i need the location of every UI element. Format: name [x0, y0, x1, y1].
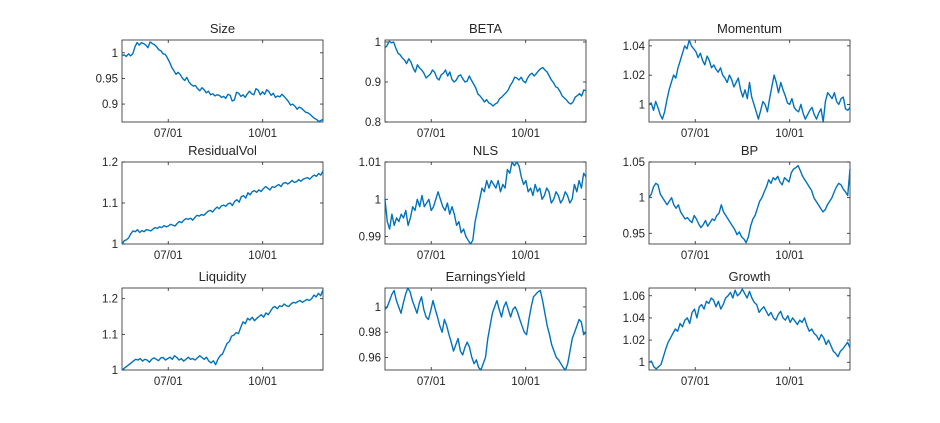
y-tick-label: 0.8 [365, 117, 381, 129]
axes-box [121, 161, 324, 245]
subplot-title: Liquidity [199, 269, 247, 284]
x-tick-label: 07/01 [154, 376, 183, 388]
x-tick-label: 07/01 [154, 128, 183, 140]
subplot-growth: Growth 1 1.02 1.04 1.06 07/01 10/01 [623, 269, 851, 388]
x-tick-label: 07/01 [417, 250, 446, 262]
x-tick-label: 10/01 [248, 376, 277, 388]
y-tick-label: 1 [639, 357, 645, 369]
subplot-size: Size 0.9 0.95 1 07/01 10/01 [96, 21, 324, 140]
series-line [121, 289, 324, 371]
y-tick-label: 1 [375, 302, 381, 314]
x-tick-label: 10/01 [511, 128, 540, 140]
subplot-title: BETA [469, 21, 502, 36]
subplot-title: ResidualVol [188, 143, 257, 158]
y-tick-label: 1.02 [623, 70, 645, 82]
series-line [384, 40, 587, 107]
x-tick-label: 10/01 [511, 250, 540, 262]
series-line [121, 41, 324, 123]
axes-box [384, 39, 587, 123]
x-tick-label: 10/01 [775, 128, 804, 140]
y-tick-label: 1 [375, 194, 381, 206]
y-tick-label: 1.2 [102, 294, 118, 306]
y-tick-label: 1.1 [102, 329, 118, 341]
subplot-residualvol: ResidualVol 1 1.1 1.2 07/01 10/01 [102, 143, 324, 262]
x-tick-label: 10/01 [775, 376, 804, 388]
y-tick-label: 1.04 [623, 313, 646, 325]
subplot-title: Growth [729, 269, 771, 284]
y-tick-label: 1 [639, 99, 645, 111]
y-tick-label: 1.1 [102, 198, 118, 210]
y-tick-label: 1 [112, 239, 118, 251]
x-tick-label: 10/01 [248, 250, 277, 262]
subplot-momentum: Momentum 1 1.02 1.04 07/01 10/01 [623, 21, 851, 140]
y-tick-label: 1 [639, 193, 645, 205]
y-tick-label: 1 [112, 48, 118, 60]
y-tick-label: 1.01 [359, 157, 381, 169]
subplot-nls: NLS 0.99 1 1.01 07/01 10/01 [359, 143, 587, 262]
x-tick-label: 07/01 [154, 250, 183, 262]
y-tick-label: 0.99 [359, 232, 381, 244]
y-tick-label: 1.2 [102, 157, 118, 169]
y-tick-label: 0.95 [96, 73, 118, 85]
y-tick-label: 0.95 [623, 228, 645, 240]
series-line [121, 170, 324, 245]
x-tick-label: 07/01 [417, 128, 446, 140]
series-line [384, 161, 587, 245]
subplot-title: BP [741, 143, 758, 158]
y-tick-label: 1.05 [623, 157, 645, 169]
subplot-liquidity: Liquidity 1 1.1 1.2 07/01 10/01 [102, 269, 324, 388]
x-tick-label: 07/01 [681, 128, 710, 140]
y-tick-label: 1.04 [623, 41, 646, 53]
subplot-earningsyield: EarningsYield 0.96 0.98 1 07/01 10/01 [359, 269, 587, 388]
series-line [384, 287, 587, 371]
y-tick-label: 0.9 [365, 77, 381, 89]
x-tick-label: 07/01 [417, 376, 446, 388]
axes-box [648, 39, 851, 123]
y-tick-label: 1 [375, 37, 381, 49]
y-tick-label: 0.98 [359, 327, 381, 339]
series-line [648, 164, 851, 244]
subplot-title: Momentum [717, 21, 782, 36]
x-tick-label: 10/01 [248, 128, 277, 140]
subplot-title: NLS [473, 143, 499, 158]
subplot-beta: BETA 0.8 0.9 1 07/01 10/01 [365, 21, 587, 140]
subplot-title: EarningsYield [446, 269, 526, 284]
subplot-bp: BP 0.95 1 1.05 07/01 10/01 [623, 143, 851, 262]
subplot-title: Size [210, 21, 235, 36]
series-line [648, 288, 851, 370]
series-line [648, 39, 851, 123]
axes-box [384, 161, 587, 245]
y-tick-label: 1.02 [623, 335, 645, 347]
axes-box [121, 39, 324, 123]
x-tick-label: 10/01 [775, 250, 804, 262]
y-tick-label: 1.06 [623, 291, 645, 303]
y-tick-label: 0.96 [359, 352, 381, 364]
x-tick-label: 07/01 [681, 376, 710, 388]
y-tick-label: 1 [112, 365, 118, 377]
x-tick-label: 07/01 [681, 250, 710, 262]
axes-box [648, 287, 851, 371]
x-tick-label: 10/01 [511, 376, 540, 388]
y-tick-label: 0.9 [102, 99, 118, 111]
axes-box [121, 287, 324, 371]
